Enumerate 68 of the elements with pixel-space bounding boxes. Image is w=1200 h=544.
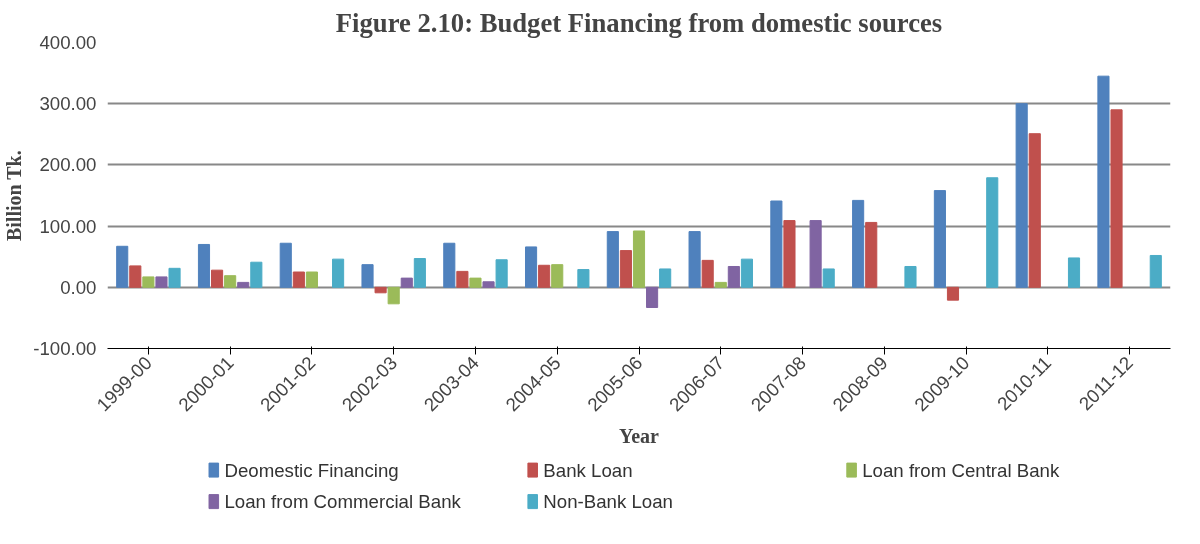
bar <box>482 281 495 288</box>
bar <box>904 265 917 288</box>
bar <box>646 286 659 308</box>
bar <box>1067 257 1081 288</box>
bar <box>727 265 740 288</box>
bar <box>1015 103 1028 288</box>
legend-label: Non-Bank Loan <box>543 491 673 513</box>
bar <box>525 246 538 288</box>
bar <box>129 265 142 288</box>
bar <box>701 259 714 288</box>
bar <box>361 264 374 288</box>
bar <box>946 286 960 301</box>
bar <box>197 243 211 288</box>
bar <box>852 199 865 288</box>
bar <box>211 269 224 288</box>
bar <box>155 276 168 288</box>
y-tick-label: 200.00 <box>39 154 97 176</box>
bar <box>332 258 345 288</box>
bar <box>305 271 318 288</box>
bar <box>1149 254 1162 288</box>
y-tick-label: -100.00 <box>33 338 97 359</box>
bar <box>456 270 469 288</box>
bar <box>822 268 835 288</box>
bar <box>714 281 727 288</box>
bar <box>292 271 305 288</box>
bar <box>606 231 619 288</box>
y-tick-label: 400.00 <box>39 32 97 53</box>
bar <box>783 220 796 288</box>
bar <box>770 200 783 288</box>
bar <box>142 276 155 288</box>
bar <box>374 286 387 294</box>
bar <box>1097 75 1110 288</box>
bar <box>224 275 237 288</box>
bar <box>986 177 999 288</box>
bar <box>933 190 946 288</box>
chart-title: Figure 2.10: Budget Financing from domestic sources <box>335 7 943 38</box>
bar <box>688 231 701 288</box>
bar <box>538 264 551 288</box>
bar <box>279 242 292 288</box>
bar <box>865 221 878 288</box>
y-axis-title: Billion Tk. <box>3 150 26 242</box>
legend-label: Deomestic Financing <box>224 459 399 481</box>
bar <box>577 269 590 288</box>
bar <box>619 250 632 288</box>
bar <box>237 281 250 288</box>
bar <box>387 286 400 305</box>
bar <box>116 245 129 288</box>
y-tick-label: 100.00 <box>39 215 97 237</box>
bar <box>443 242 456 288</box>
bar <box>740 258 753 288</box>
bar <box>809 220 822 288</box>
bar <box>632 230 646 288</box>
y-tick-label: 300.00 <box>39 93 97 115</box>
bar <box>168 267 181 288</box>
bar <box>400 277 413 288</box>
legend-label: Loan from Commercial Bank <box>224 491 462 513</box>
bar <box>469 277 482 288</box>
legend-label: Loan from Central Bank <box>862 459 1060 481</box>
bar <box>1028 133 1041 288</box>
y-tick-label: 0.00 <box>60 276 97 298</box>
x-axis-title: Year <box>619 425 660 448</box>
bar <box>413 258 426 288</box>
bar <box>659 268 672 288</box>
bar <box>495 259 508 288</box>
legend-label: Bank Loan <box>543 459 633 481</box>
bar <box>250 261 263 288</box>
bar <box>1110 109 1123 288</box>
bar <box>551 264 564 288</box>
